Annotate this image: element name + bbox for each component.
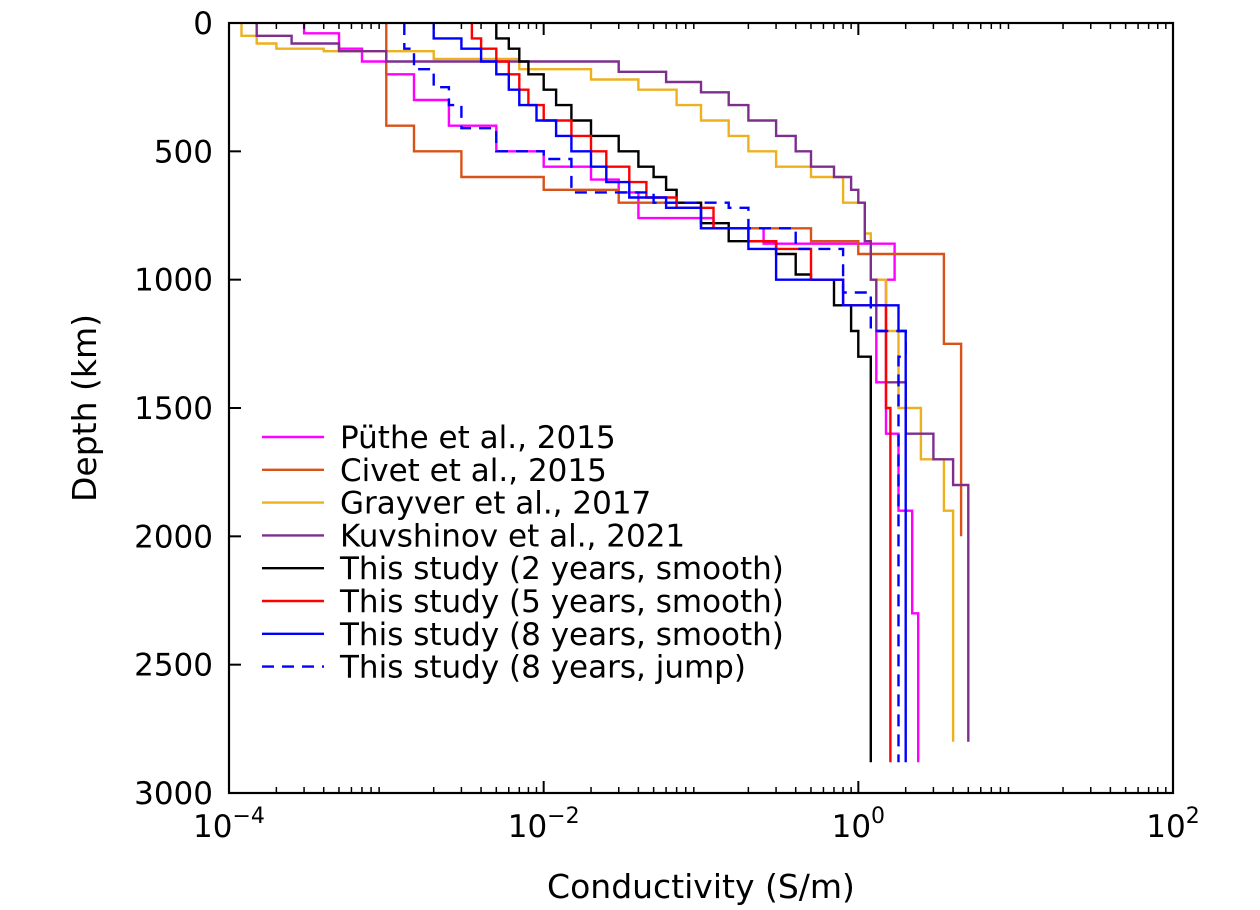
x-tick-label: 10−2 (508, 804, 580, 845)
y-axis-title: Depth (km) (65, 314, 104, 502)
y-tick-label: 2500 (134, 648, 213, 684)
y-tick-label: 1000 (134, 263, 213, 299)
legend-label: This study (2 years, smooth) (339, 551, 784, 587)
series-line-8 (403, 23, 907, 763)
series-line-6 (470, 23, 892, 763)
y-tick-label: 2000 (134, 519, 213, 555)
x-tick-label: 100 (832, 804, 885, 845)
y-tick-label: 3000 (134, 776, 213, 812)
tick-layer: 10−4 10−2 100 102 0 500 1000 1500 2000 2500 3000 (134, 6, 1200, 845)
x-axis-title: Conductivity (S/m) (547, 867, 855, 906)
legend-label: This study (8 years, smooth) (339, 617, 784, 653)
series-line-5 (495, 23, 872, 763)
legend-label: Kuvshinov et al., 2021 (340, 518, 685, 554)
y-tick-label: 500 (154, 134, 213, 170)
legend-label: Püthe et al., 2015 (340, 420, 616, 456)
legend-label: Civet et al., 2015 (340, 453, 607, 489)
plot-area: 10−4 10−2 100 102 0 500 1000 1500 2000 2500 3000 (134, 6, 1200, 845)
legend-label: This study (8 years, jump) (339, 650, 746, 686)
y-tick-label: 1500 (134, 391, 213, 427)
legend-label: Grayver et al., 2017 (340, 486, 651, 522)
x-tick-label: 10−4 (193, 804, 265, 845)
y-tick-label: 0 (193, 6, 213, 42)
series-line-7 (432, 23, 907, 763)
legend-label: This study (5 years, smooth) (339, 584, 784, 620)
x-tick-label: 102 (1146, 804, 1199, 845)
series-line-2 (385, 23, 963, 537)
series-layer (240, 23, 970, 763)
